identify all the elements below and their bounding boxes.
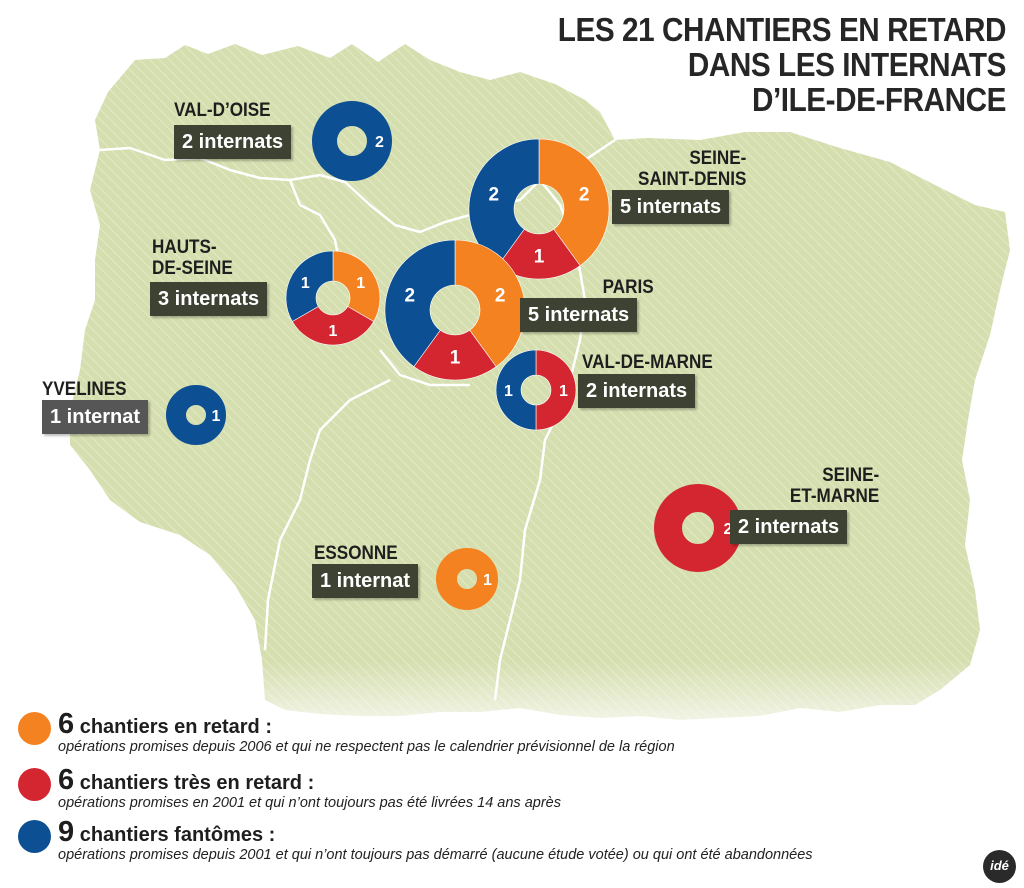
- donut-segment-label: 1: [356, 275, 365, 292]
- donut-yvelines: 1: [166, 385, 226, 445]
- donut-segment-label: 2: [489, 184, 500, 205]
- donut-segment-fantome: [384, 239, 456, 368]
- donut-val-d-oise: 2: [312, 101, 392, 181]
- label-paris-count: 5 internats: [520, 298, 638, 332]
- donut-segment-fantome: [468, 138, 540, 267]
- donut-segment-retard: [332, 250, 381, 322]
- publisher-logo: idé: [983, 850, 1016, 883]
- donut-segment-retard: [454, 239, 526, 368]
- label-hauts-de-seine-count: 3 internats: [150, 282, 268, 316]
- label-essonne-count: 1 internat: [312, 564, 419, 598]
- donut-segment-fantome: [166, 385, 226, 445]
- donut-paris: 2 1 2: [384, 239, 526, 381]
- donut-segment-fantome: [285, 250, 334, 322]
- legend-heading: 6 chantiers en retard :: [58, 708, 272, 740]
- donut-segment-retard: [538, 138, 610, 267]
- donut-essonne: 1: [436, 548, 498, 610]
- label-essonne-name: ESSONNE: [314, 543, 398, 564]
- title-line-3: D’ILE-DE-FRANCE: [752, 81, 1006, 118]
- donut-segment-fantome: [312, 101, 392, 181]
- donut-segment-label: 1: [559, 383, 568, 400]
- title-line-2: DANS LES INTERNATS: [687, 46, 1007, 83]
- donut-segment-label: 1: [504, 383, 513, 400]
- label-seine-saint-denis-name: SEINE- SAINT-DENIS: [637, 148, 746, 190]
- label-val-de-marne-name: VAL-DE-MARNE: [582, 352, 713, 373]
- donut-segment-label: 1: [483, 572, 492, 589]
- label-seine-et-marne-count: 2 internats: [730, 510, 848, 544]
- donut-val-de-marne: 11: [495, 349, 577, 431]
- donut-segment-label: 1: [450, 348, 461, 369]
- title-line-1: LES 21 CHANTIERS EN RETARD: [557, 11, 1007, 48]
- legend-orange-dot: [18, 712, 51, 745]
- label-yvelines-name: YVELINES: [42, 379, 127, 400]
- page-title: LES 21 CHANTIERS EN RETARD DANS LES INTE…: [557, 11, 1007, 118]
- donut-segment-retard: [436, 548, 498, 610]
- label-paris-name: PARIS: [602, 277, 654, 298]
- legend-description: opérations promises depuis 2006 et qui n…: [58, 739, 675, 755]
- donut-segment-label: 1: [212, 408, 221, 425]
- donut-segment-label: 1: [329, 323, 338, 340]
- label-yvelines-count: 1 internat: [42, 400, 149, 434]
- donut-segment-fantome: [495, 349, 537, 431]
- donut-segment-tres_retard: [413, 329, 497, 381]
- donut-seine-et-marne: 2: [654, 484, 742, 572]
- label-val-d-oise-name: VAL-D’OISE: [174, 100, 271, 121]
- legend-blue-dot: [18, 820, 51, 853]
- donut-hauts-de-seine: 1 1 1: [285, 250, 381, 346]
- donut-seine-saint-denis: 2 1 2: [468, 138, 610, 280]
- donut-segment-tres_retard: [291, 306, 375, 346]
- donut-segment-tres_retard: [654, 484, 742, 572]
- region-shape: [70, 44, 1010, 720]
- donut-segment-tres_retard: [535, 349, 577, 431]
- donut-segment-label: 1: [301, 275, 310, 292]
- legend-description: opérations promises en 2001 et qui n’ont…: [58, 795, 561, 811]
- donut-segment-label: 2: [724, 521, 733, 538]
- label-val-d-oise-count: 2 internats: [174, 125, 292, 159]
- donut-segment-label: 2: [579, 184, 590, 205]
- donut-segment-label: 2: [495, 285, 506, 306]
- label-seine-saint-denis-count: 5 internats: [612, 190, 730, 224]
- legend-heading: 6 chantiers très en retard :: [58, 764, 315, 796]
- legend-heading: 9 chantiers fantômes :: [58, 816, 276, 848]
- donut-segment-label: 2: [375, 134, 384, 151]
- label-val-de-marne-count: 2 internats: [578, 374, 696, 408]
- legend-description: opérations promises depuis 2001 et qui n…: [58, 847, 813, 863]
- donut-segment-label: 1: [534, 247, 545, 268]
- legend-red-dot: [18, 768, 51, 801]
- label-seine-et-marne-name: SEINE- ET-MARNE: [789, 465, 879, 507]
- donut-segment-label: 2: [405, 285, 416, 306]
- label-hauts-de-seine-name: HAUTS- DE-SEINE: [152, 237, 233, 279]
